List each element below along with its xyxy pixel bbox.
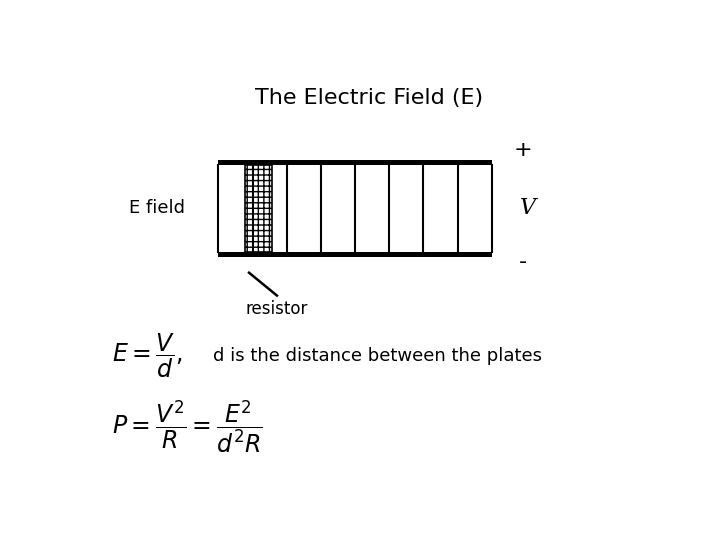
Text: -: - (518, 252, 526, 272)
FancyBboxPatch shape (218, 252, 492, 257)
Bar (245, 165, 272, 252)
Text: $\mathit{P}=\dfrac{\mathit{V}^2}{\mathit{R}}=\dfrac{\mathit{E}^2}{\mathit{d}^2\m: $\mathit{P}=\dfrac{\mathit{V}^2}{\mathit… (112, 398, 263, 455)
Text: The Electric Field (E): The Electric Field (E) (255, 88, 483, 108)
FancyBboxPatch shape (218, 160, 492, 165)
Text: +: + (513, 140, 532, 160)
Text: E field: E field (129, 199, 185, 217)
Text: resistor: resistor (246, 300, 308, 318)
Text: $\mathit{E}=\dfrac{\mathit{V}}{\mathit{d}},$: $\mathit{E}=\dfrac{\mathit{V}}{\mathit{d… (112, 332, 182, 380)
Text: d is the distance between the plates: d is the distance between the plates (213, 347, 541, 365)
Text: V: V (520, 197, 536, 219)
